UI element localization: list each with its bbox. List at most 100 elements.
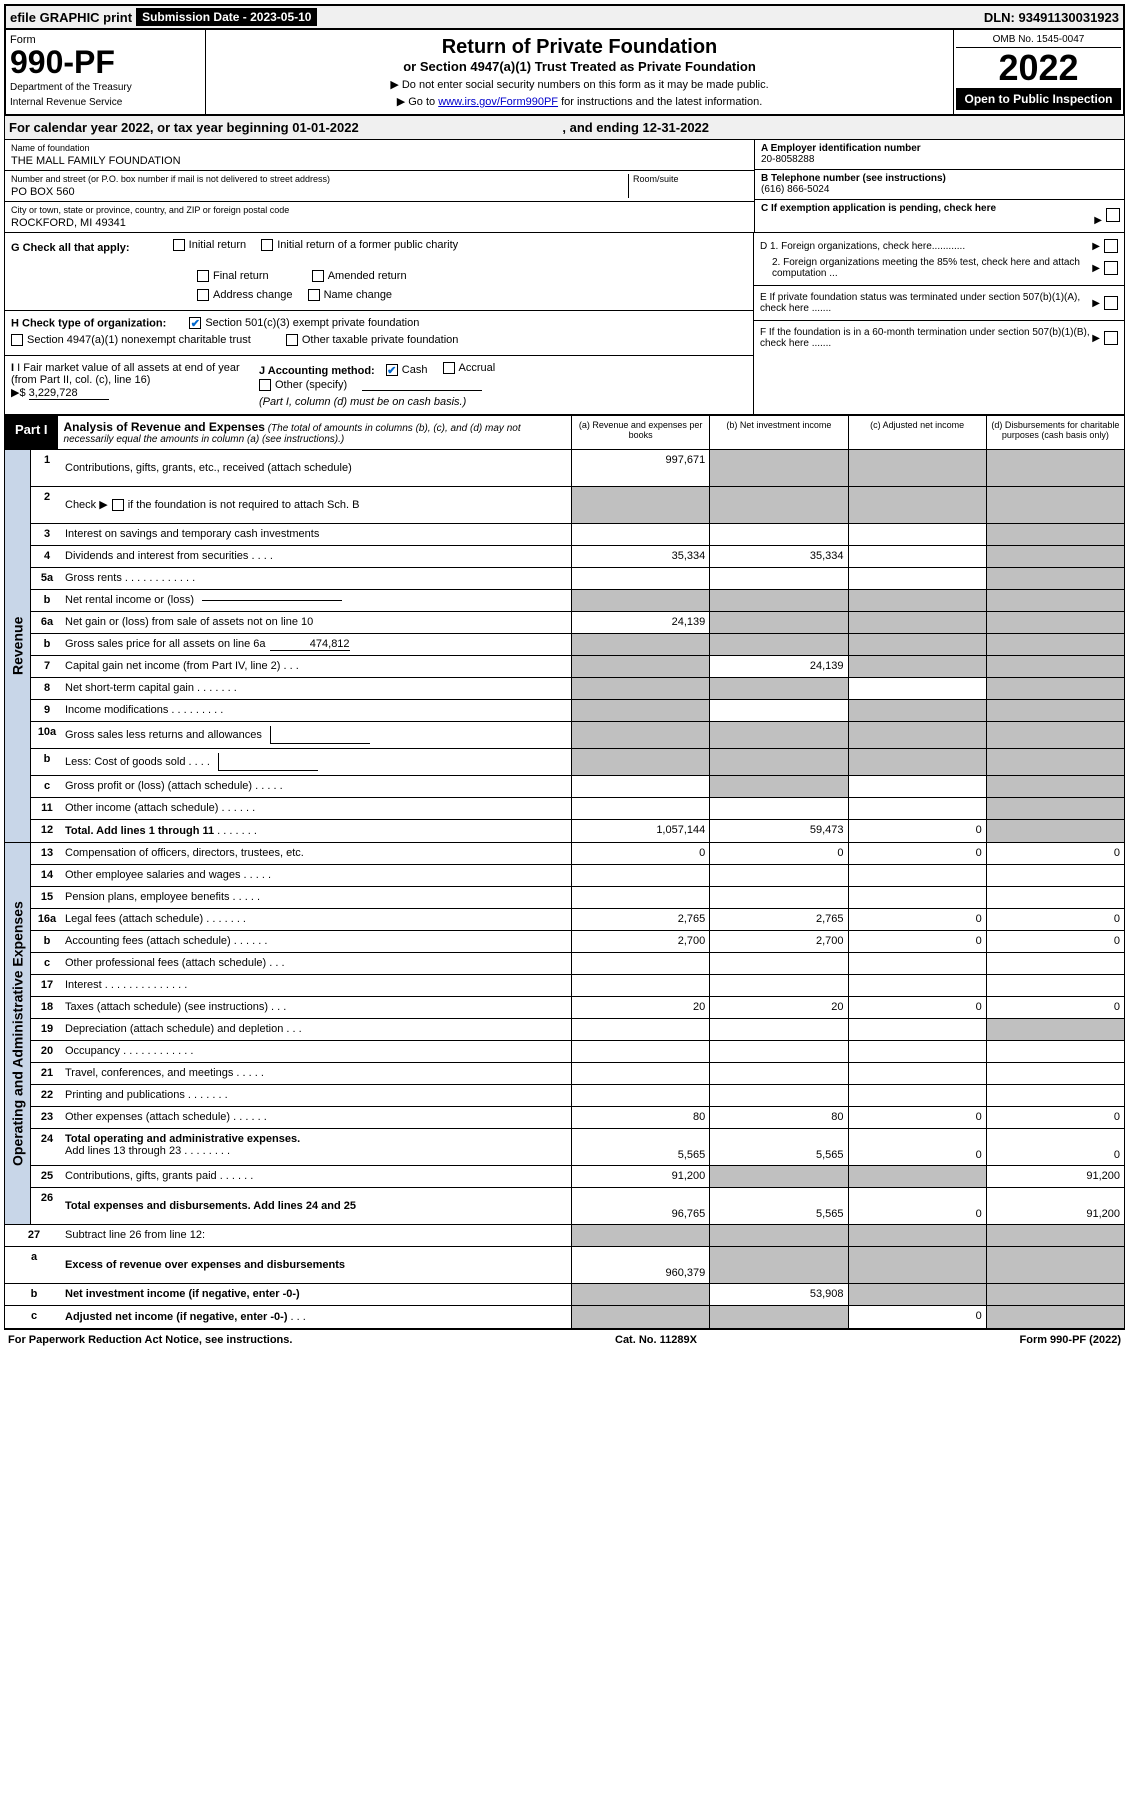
line-1-c [848, 450, 986, 486]
note2-pre: ▶ Go to [397, 96, 438, 108]
line-27: 27 Subtract line 26 from line 12: [5, 1225, 1124, 1247]
line-1-desc: Contributions, gifts, grants, etc., rece… [63, 450, 571, 486]
line-20: 20 Occupancy . . . . . . . . . . . . [31, 1041, 1124, 1063]
check-accrual[interactable]: Accrual [443, 362, 496, 374]
topbar: efile GRAPHIC print Submission Date - 20… [4, 4, 1125, 30]
revenue-table: 1 Contributions, gifts, grants, etc., re… [31, 450, 1124, 842]
foundation-name: THE MALL FAMILY FOUNDATION [11, 155, 748, 167]
i-j-row: I I Fair market value of all assets at e… [5, 356, 753, 414]
i-value: 3,229,728 [29, 387, 109, 400]
line-21: 21 Travel, conferences, and meetings . .… [31, 1063, 1124, 1085]
check-amended[interactable]: Amended return [312, 270, 407, 282]
d-row: D 1. Foreign organizations, check here..… [754, 233, 1124, 286]
line-8: 8 Net short-term capital gain . . . . . … [31, 678, 1124, 700]
dept-irs: Internal Revenue Service [10, 97, 201, 108]
check-501c3[interactable]: ✔Section 501(c)(3) exempt private founda… [189, 317, 419, 329]
line-10a: 10a Gross sales less returns and allowan… [31, 722, 1124, 749]
d1-checkbox[interactable] [1104, 239, 1118, 253]
line-12: 12 Total. Add lines 1 through 11 . . . .… [31, 820, 1124, 842]
col-a-header: (a) Revenue and expenses per books [571, 416, 709, 449]
line-27a: a Excess of revenue over expenses and di… [5, 1247, 1124, 1284]
line-6a: 6a Net gain or (loss) from sale of asset… [31, 612, 1124, 634]
addr-label: Number and street (or P.O. box number if… [11, 174, 628, 184]
identity-block: Name of foundation THE MALL FAMILY FOUND… [4, 140, 1125, 233]
check-addr-change[interactable]: Address change [197, 289, 293, 301]
schb-checkbox[interactable] [112, 499, 124, 511]
e-checkbox[interactable] [1104, 296, 1118, 310]
i-label: I Fair market value of all assets at end… [11, 362, 240, 386]
line-6b: b Gross sales price for all assets on li… [31, 634, 1124, 656]
check-other-tax[interactable]: Other taxable private foundation [286, 334, 459, 346]
opex-table: 13 Compensation of officers, directors, … [31, 843, 1124, 1224]
line-15: 15 Pension plans, employee benefits . . … [31, 887, 1124, 909]
check-cash[interactable]: ✔Cash [386, 364, 428, 376]
f-checkbox[interactable] [1104, 331, 1118, 345]
e-label: E If private foundation status was termi… [760, 292, 1092, 314]
line-27-block: 27 Subtract line 26 from line 12: a Exce… [4, 1225, 1125, 1329]
part1-title: Analysis of Revenue and Expenses [64, 420, 265, 434]
f-row: F If the foundation is in a 60-month ter… [754, 321, 1124, 355]
exemption-checkbox[interactable] [1106, 208, 1120, 222]
line-23: 23 Other expenses (attach schedule) . . … [31, 1107, 1124, 1129]
check-other-method[interactable]: Other (specify) [259, 379, 347, 391]
line-1: 1 Contributions, gifts, grants, etc., re… [31, 450, 1124, 487]
line-10c: c Gross profit or (loss) (attach schedul… [31, 776, 1124, 798]
arrow-icon: ▶ [1092, 298, 1100, 309]
calendar-year-row: For calendar year 2022, or tax year begi… [4, 116, 1125, 140]
header-right: OMB No. 1545-0047 2022 Open to Public In… [953, 30, 1123, 114]
form-header: Form 990-PF Department of the Treasury I… [4, 30, 1125, 116]
line-24: 24 Total operating and administrative ex… [31, 1129, 1124, 1166]
form-title: Return of Private Foundation [212, 36, 947, 59]
line-5b: b Net rental income or (loss) [31, 590, 1124, 612]
foundation-name-cell: Name of foundation THE MALL FAMILY FOUND… [5, 140, 754, 171]
col-d-header: (d) Disbursements for charitable purpose… [986, 416, 1124, 449]
check-initial-former[interactable]: Initial return of a former public charit… [261, 239, 458, 251]
identity-right: A Employer identification number 20-8058… [754, 140, 1124, 232]
note-link: ▶ Go to www.irs.gov/Form990PF for instru… [212, 95, 947, 108]
ein-label: A Employer identification number [761, 143, 1118, 154]
irs-link[interactable]: www.irs.gov/Form990PF [438, 96, 558, 108]
note-ssn: ▶ Do not enter social security numbers o… [212, 78, 947, 91]
i-prefix: ▶$ [11, 387, 29, 399]
open-public-label: Open to Public Inspection [956, 88, 1121, 110]
exemption-label: C If exemption application is pending, c… [761, 203, 996, 214]
footer-right: Form 990-PF (2022) [1020, 1334, 1121, 1346]
check-initial[interactable]: Initial return [173, 239, 246, 251]
h-row: H Check type of organization: ✔Section 5… [5, 311, 753, 356]
footer-center: Cat. No. 11289X [615, 1334, 697, 1346]
arrow-icon: ▶ [1092, 333, 1100, 344]
phone-value: (616) 866-5024 [761, 184, 1118, 195]
city-label: City or town, state or province, country… [11, 205, 748, 215]
opex-section: Operating and Administrative Expenses 13… [4, 843, 1125, 1225]
col-b-header: (b) Net investment income [709, 416, 847, 449]
line-16c: c Other professional fees (attach schedu… [31, 953, 1124, 975]
name-label: Name of foundation [11, 143, 748, 153]
arrow-icon: ▶ [1092, 263, 1100, 274]
tax-year: 2022 [956, 50, 1121, 86]
form-number: 990-PF [10, 46, 201, 78]
d1-label: D 1. Foreign organizations, check here..… [760, 241, 1092, 252]
cal-year-begin: For calendar year 2022, or tax year begi… [9, 120, 359, 135]
check-4947[interactable]: Section 4947(a)(1) nonexempt charitable … [11, 334, 251, 346]
line-19: 19 Depreciation (attach schedule) and de… [31, 1019, 1124, 1041]
g-row: G Check all that apply: Initial return I… [5, 233, 753, 311]
line-2-desc: Check ▶ if the foundation is not require… [63, 487, 571, 523]
j-label: J Accounting method: [259, 365, 375, 377]
check-name-change[interactable]: Name change [308, 289, 393, 301]
exemption-cell: C If exemption application is pending, c… [755, 200, 1124, 230]
g-label: G Check all that apply: [11, 242, 130, 254]
omb-number: OMB No. 1545-0047 [956, 32, 1121, 48]
i-section: I I Fair market value of all assets at e… [11, 362, 251, 408]
city-value: ROCKFORD, MI 49341 [11, 217, 748, 229]
check-final[interactable]: Final return [197, 270, 269, 282]
line-2: 2 Check ▶ if the foundation is not requi… [31, 487, 1124, 524]
line-1-a: 997,671 [571, 450, 709, 486]
d2-checkbox[interactable] [1104, 261, 1118, 275]
ein-cell: A Employer identification number 20-8058… [755, 140, 1124, 170]
ghij-right: D 1. Foreign organizations, check here..… [754, 233, 1124, 414]
address-cell: Number and street (or P.O. box number if… [5, 171, 754, 202]
line-25: 25 Contributions, gifts, grants paid . .… [31, 1166, 1124, 1188]
footer-left: For Paperwork Reduction Act Notice, see … [8, 1334, 292, 1346]
ein-value: 20-8058288 [761, 154, 1118, 165]
dept-treasury: Department of the Treasury [10, 82, 201, 93]
